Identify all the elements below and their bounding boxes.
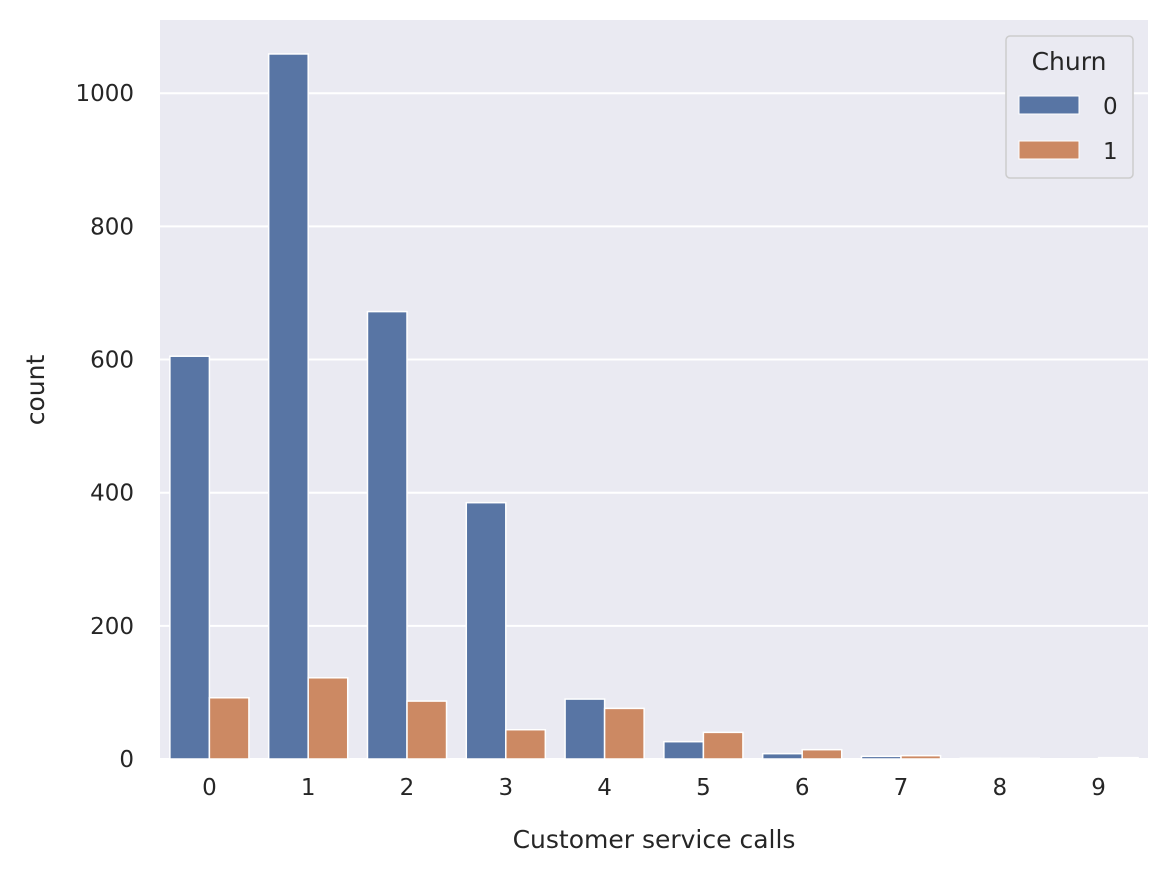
y-tick-labels: 0 200 400 600 800 1000 <box>75 81 134 773</box>
bar-churn-1-calls-3 <box>505 728 547 760</box>
bar-churn-1-calls-2 <box>406 700 448 760</box>
x-tick-label: 7 <box>894 775 909 801</box>
x-tick-label: 2 <box>400 775 415 801</box>
bar-churn-0-calls-6 <box>761 752 803 760</box>
bar-churn-0-calls-4 <box>564 698 606 760</box>
bar-churn-1-calls-1 <box>307 677 349 760</box>
y-tick-label: 1000 <box>75 81 134 107</box>
bar-churn-1-calls-4 <box>603 707 645 760</box>
legend-swatch-churn-0 <box>1018 95 1080 115</box>
x-tick-label: 0 <box>202 775 217 801</box>
bar-churn-1-calls-5 <box>702 731 744 760</box>
y-tick-label: 0 <box>119 747 134 773</box>
x-axis-label: Customer service calls <box>513 825 796 854</box>
bar-churn-0-calls-8 <box>959 757 1001 760</box>
bar-churn-1-calls-6 <box>801 748 843 760</box>
y-tick-label: 400 <box>90 481 134 507</box>
legend-label-churn-0: 0 <box>1103 94 1118 120</box>
x-tick-labels: 0 1 2 3 4 5 6 7 8 9 <box>202 775 1106 801</box>
legend-label-churn-1: 1 <box>1103 139 1118 165</box>
x-tick-label: 9 <box>1091 775 1106 801</box>
x-tick-label: 5 <box>696 775 711 801</box>
bar-churn-1-calls-9 <box>1097 756 1139 760</box>
x-tick-label: 1 <box>301 775 316 801</box>
legend-swatch-churn-1 <box>1018 140 1080 160</box>
y-tick-label: 200 <box>90 614 134 640</box>
y-axis-label: count <box>21 355 50 426</box>
bar-churn-1-calls-7 <box>900 754 942 760</box>
x-tick-label: 4 <box>597 775 612 801</box>
x-tick-label: 3 <box>498 775 513 801</box>
plot-area <box>160 20 1148 759</box>
bar-churn-0-calls-5 <box>663 740 705 760</box>
bar-churn-1-calls-0 <box>208 696 250 760</box>
bars <box>169 53 1139 760</box>
bar-churn-0-calls-1 <box>267 53 309 760</box>
x-tick-label: 6 <box>795 775 810 801</box>
bar-churn-1-calls-8 <box>999 757 1041 760</box>
y-tick-label: 800 <box>90 214 134 240</box>
bar-churn-0-calls-3 <box>465 501 507 760</box>
legend-title: Churn <box>1032 47 1107 76</box>
x-tick-label: 8 <box>992 775 1007 801</box>
bar-churn-0-calls-2 <box>366 310 408 760</box>
bar-churn-0-calls-0 <box>169 355 211 760</box>
y-tick-label: 600 <box>90 348 134 374</box>
legend: Churn 0 1 <box>1005 35 1134 179</box>
bar-churn-0-calls-7 <box>860 755 902 760</box>
